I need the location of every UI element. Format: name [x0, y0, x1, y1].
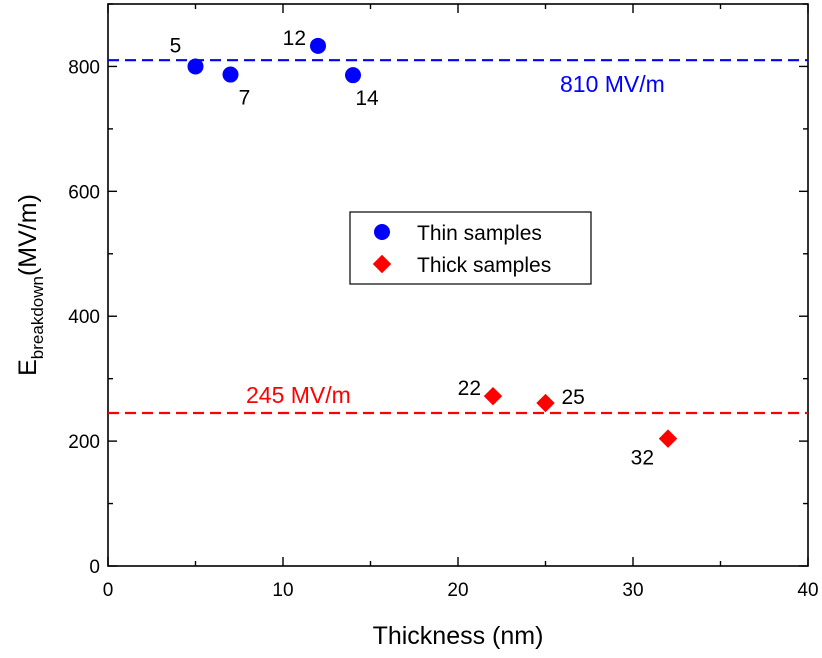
- data-point: [536, 393, 555, 413]
- data-point: [345, 67, 361, 84]
- reference-line-label: 810 MV/m: [560, 71, 665, 97]
- data-point: [222, 66, 239, 83]
- legend-marker: [372, 254, 392, 274]
- data-point-label: 5: [170, 34, 182, 57]
- data-point: [187, 58, 204, 75]
- data-point-label: 12: [283, 27, 306, 50]
- y-axis-title-main: E: [14, 359, 42, 376]
- legend-label: Thin samples: [417, 222, 542, 245]
- data-point: [658, 429, 678, 448]
- y-tick-label: 800: [68, 57, 100, 78]
- x-tick-label: 0: [103, 580, 114, 601]
- x-axis-title: Thickness (nm): [373, 622, 544, 650]
- data-point-label: 7: [239, 87, 251, 110]
- data-point-label: 22: [458, 377, 481, 400]
- y-axis-title-sub: breakdown: [28, 276, 47, 359]
- x-tick-label: 10: [272, 580, 293, 601]
- plot-frame: [107, 3, 809, 567]
- x-tick-label: 30: [622, 580, 643, 601]
- legend-box: [349, 211, 592, 285]
- legend-marker: [374, 224, 390, 240]
- reference-line-label: 245 MV/m: [246, 382, 351, 408]
- y-tick-label: 0: [89, 557, 100, 578]
- y-tick-label: 200: [68, 432, 100, 453]
- y-axis-title-tail: (MV/m): [14, 194, 42, 276]
- y-axis-title: Ebreakdown(MV/m): [14, 194, 47, 376]
- data-point-label: 14: [355, 87, 379, 110]
- y-tick-label: 400: [68, 307, 100, 328]
- x-tick-label: 20: [447, 580, 468, 601]
- x-tick-label: 40: [797, 580, 818, 601]
- data-point-label: 25: [562, 386, 585, 409]
- data-point: [483, 386, 503, 406]
- legend-label: Thick samples: [417, 254, 551, 277]
- data-point-label: 32: [631, 447, 654, 470]
- data-point: [310, 37, 326, 54]
- y-tick-label: 600: [68, 182, 100, 203]
